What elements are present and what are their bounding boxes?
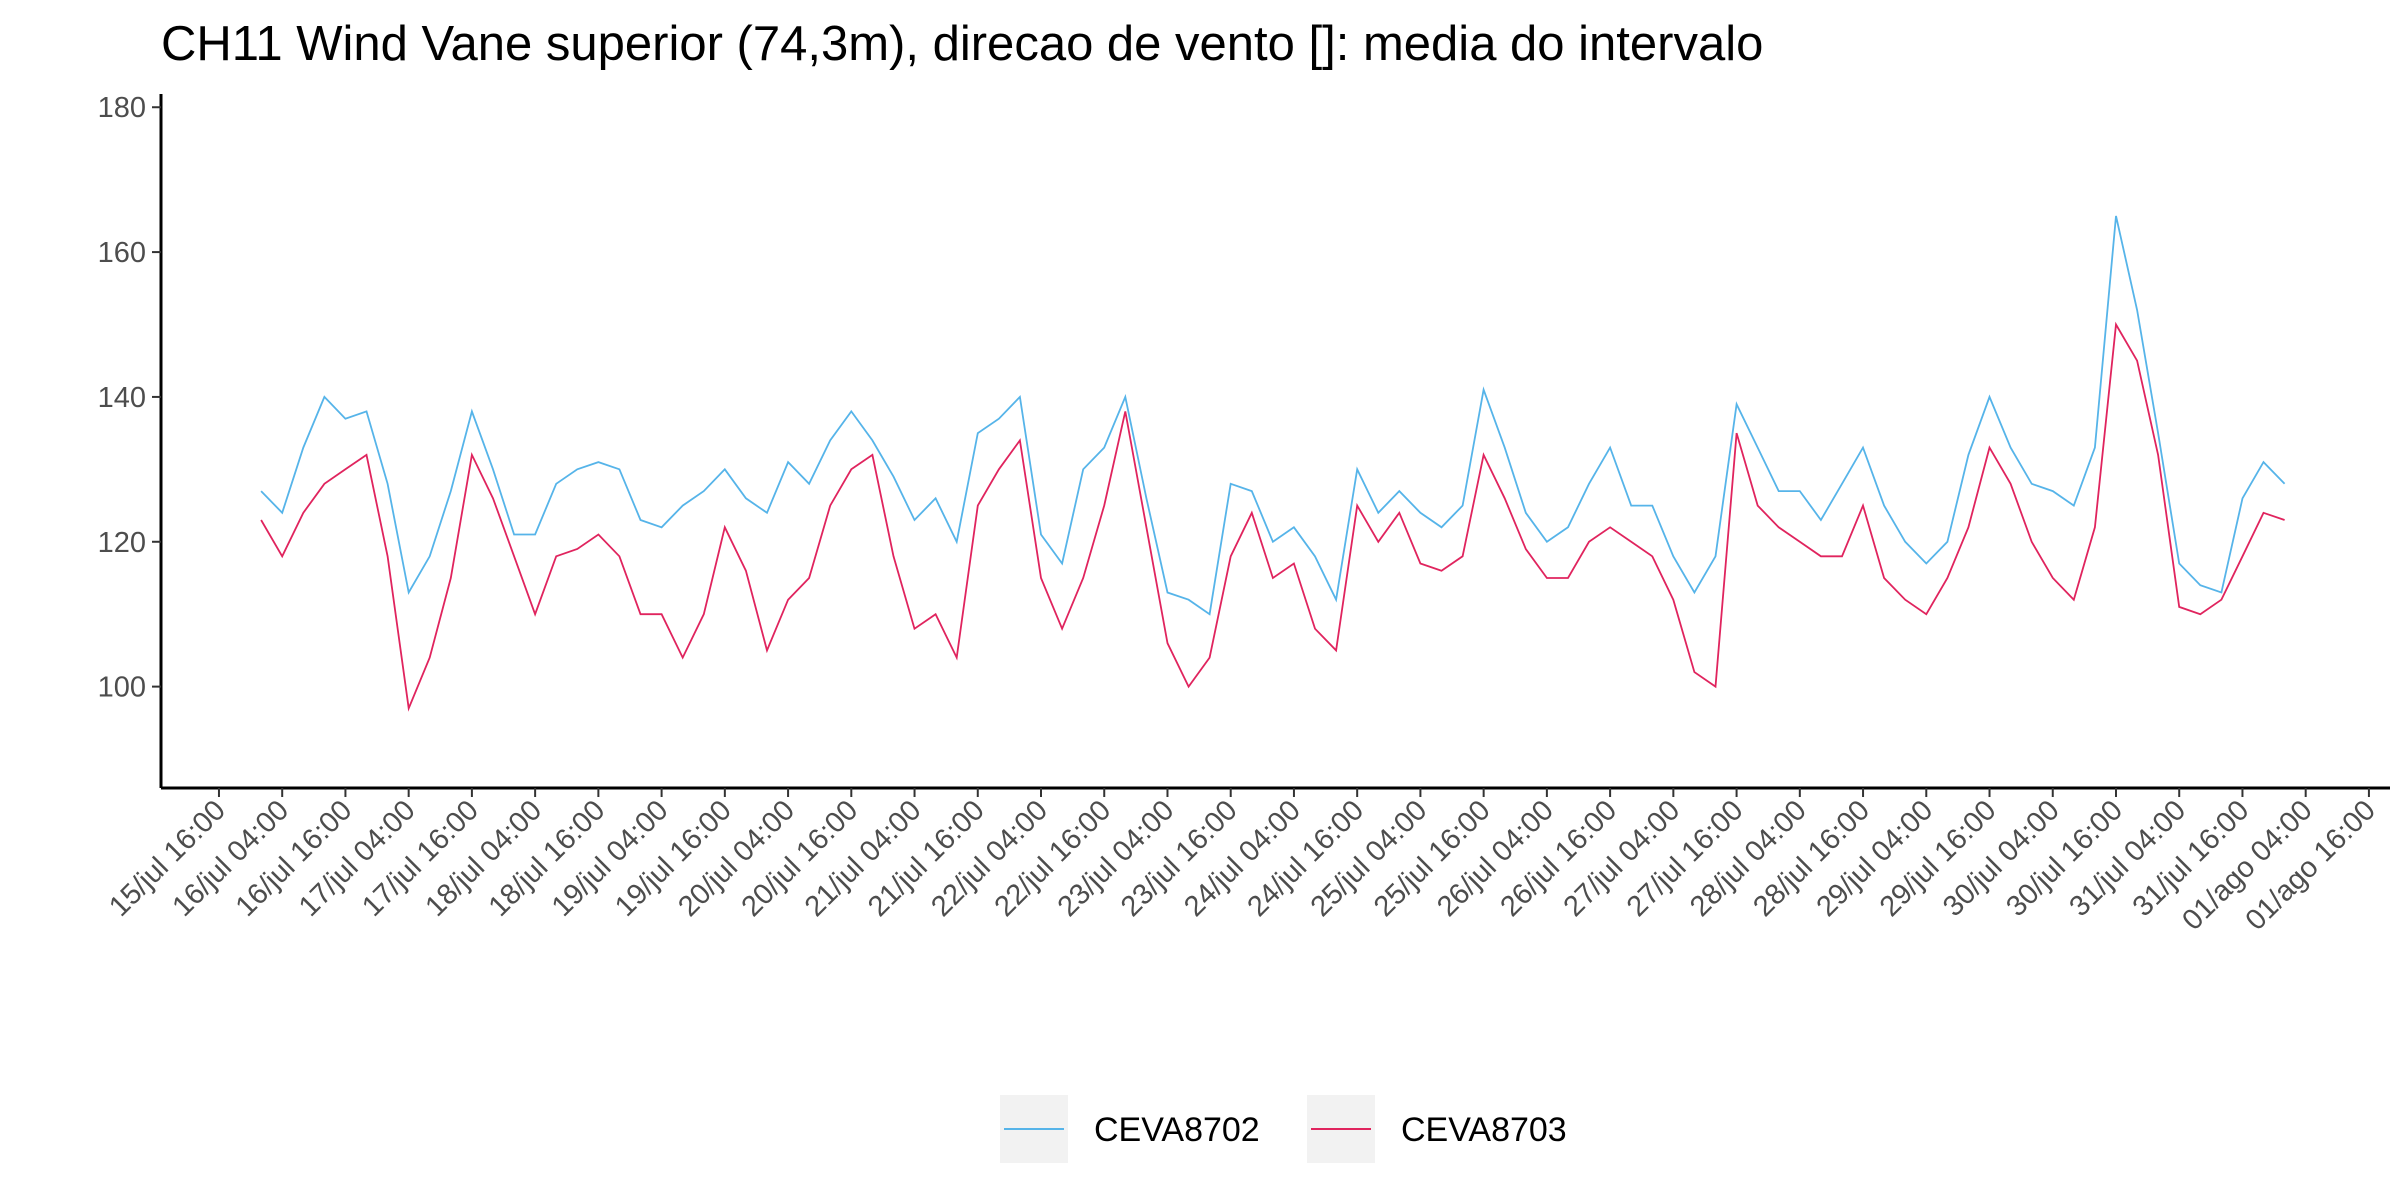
legend-label: CEVA8702: [1094, 1111, 1260, 1149]
y-tick-label: 180: [98, 92, 146, 124]
y-tick-label: 100: [98, 672, 146, 704]
series-line: [260, 321, 2285, 712]
y-tick-label: 140: [98, 382, 146, 414]
y-tick-label: 160: [98, 237, 146, 269]
y-tick-label: 120: [98, 527, 146, 559]
series-line: [260, 215, 2286, 616]
legend-label: CEVA8703: [1401, 1111, 1567, 1149]
chart-title: CH11 Wind Vane superior (74,3m), direcao…: [161, 17, 1763, 71]
